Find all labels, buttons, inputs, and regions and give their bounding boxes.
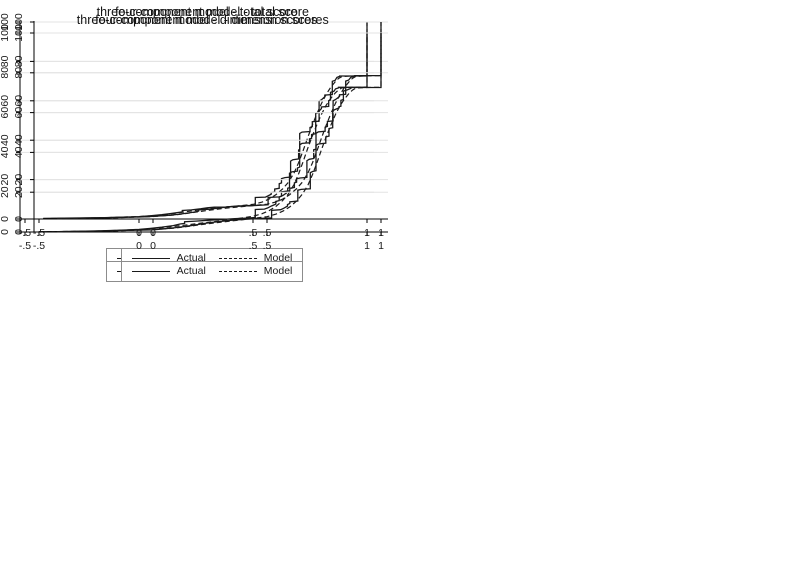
panel-title: four-component model - dimension scores [95,13,329,27]
actual-series-line [57,33,382,233]
y-tick-label-40: 40 [13,134,25,146]
panel-title: three-component model - total score [96,5,298,19]
legend-label-model: Model [263,252,293,264]
y-tick-label-40: 40 [0,146,11,158]
y-tick-label-40: 40 [0,134,11,146]
model-line-sample [218,257,257,259]
y-tick-label-0: 0 [13,229,25,235]
y-tick-label-60: 60 [13,95,25,107]
x-tick-label--.5: -.5 [19,240,31,252]
actual-line-sample [131,270,170,272]
model-series-line [38,33,368,233]
x-tick-label-1: 1 [378,240,384,252]
y-tick-label-40: 40 [13,146,25,158]
y-tick-label-80: 80 [0,55,11,67]
y-tick-label-100: 100 [0,13,11,31]
y-tick-label-60: 60 [0,95,11,107]
y-tick-label-20: 20 [0,174,11,186]
y-tick-label-100: 100 [13,13,25,31]
model-line-sample [218,270,257,272]
legend-label-model: Model [263,265,293,277]
model-series-line [43,22,368,220]
panel-title: four-component model - total score [115,5,309,19]
x-tick-label-0: 0 [136,240,142,252]
x-tick-label-.5: .5 [249,240,258,252]
y-tick-label-100: 100 [13,24,25,42]
y-tick-label-20: 20 [13,174,25,186]
actual-line-sample [131,257,170,259]
y-tick-label-100: 100 [0,24,11,42]
legend-wrap: Actual Model [34,261,390,282]
y-tick-label-80: 80 [13,55,25,67]
y-tick-label-80: 80 [13,67,25,79]
y-tick-label-0: 0 [13,216,25,222]
legend-label-actual: Actual [176,252,206,264]
y-tick-label-60: 60 [0,107,11,119]
panel-title: three-component model - dimension scores [76,13,318,27]
x-tick-label--.5: -.5 [33,240,45,252]
legend-label-actual: Actual [176,265,206,277]
model-series-line [57,22,382,220]
x-tick-label-0: 0 [150,240,156,252]
y-tick-label-20: 20 [0,186,11,198]
y-tick-label-0: 0 [0,216,11,222]
panel-four-component-dimension-scores: 0 20 40 60 80 100 -.5 0.5 1 four-component model… [0,0,394,284]
y-tick-label-60: 60 [13,107,25,119]
x-tick-label-.5: .5 [263,240,272,252]
y-tick-label-80: 80 [0,67,11,79]
y-tick-label-0: 0 [0,229,11,235]
legend-box: Actual Model [120,261,304,282]
y-tick-label-20: 20 [13,186,25,198]
model-series-line [57,33,382,233]
x-tick-label-1: 1 [364,240,370,252]
